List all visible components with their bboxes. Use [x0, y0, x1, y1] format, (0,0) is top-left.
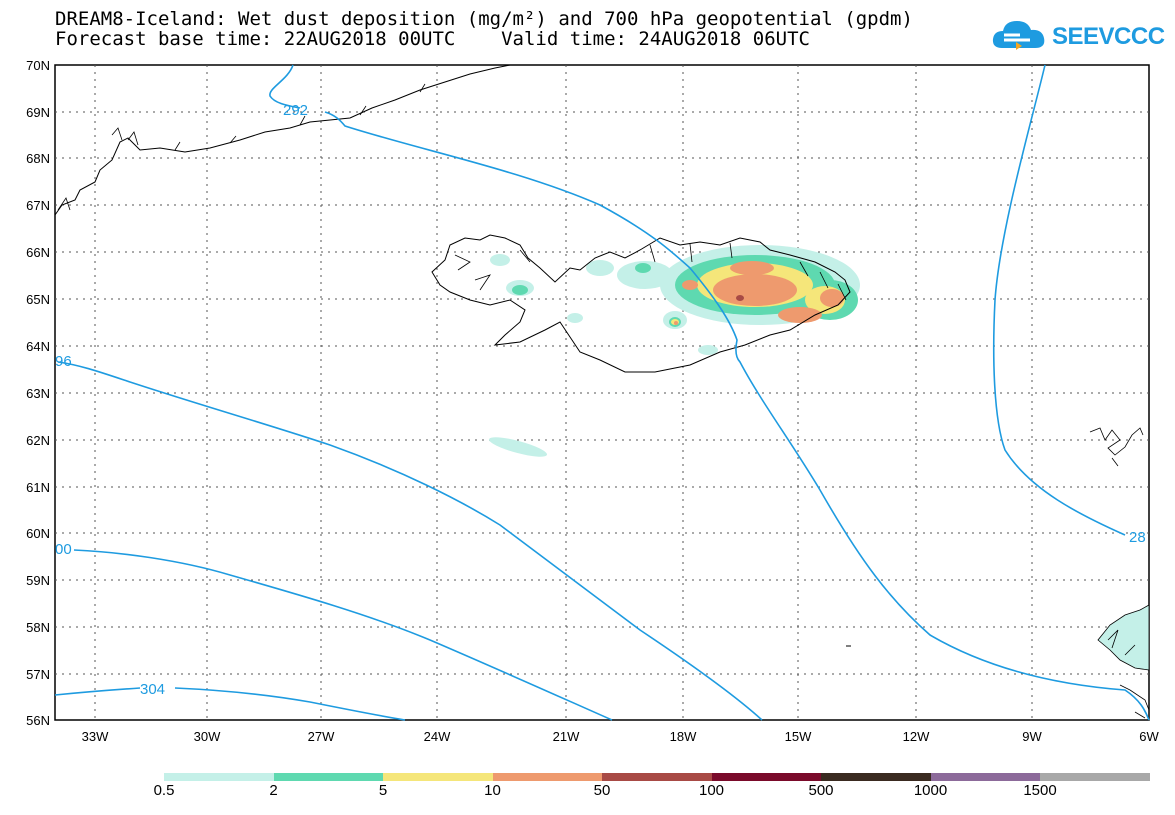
- cloud-icon: [992, 21, 1045, 50]
- colorbar-label: 100: [698, 782, 725, 799]
- lat-label: 63N: [26, 386, 50, 401]
- scotland-detail: [1107, 629, 1150, 719]
- lat-label: 61N: [26, 480, 50, 495]
- map-subtitle: Forecast base time: 22AUG2018 00UTC Vali…: [55, 28, 810, 50]
- contour-label-296: 96: [55, 353, 72, 370]
- colorbar-swatch: [164, 773, 274, 781]
- geopotential-contours: [54, 64, 1150, 721]
- contour-label-300: 00: [55, 541, 72, 558]
- lon-label: 9W: [1022, 729, 1042, 744]
- colorbar-swatch: [492, 773, 602, 781]
- lon-label: 18W: [670, 729, 697, 744]
- latitude-axis: 70N 69N 68N 67N 66N 65N 64N 63N 62N 61N …: [26, 58, 50, 728]
- iceland-fjords: [454, 242, 847, 301]
- scotland-coastline: [1097, 604, 1150, 671]
- lat-label: 65N: [26, 292, 50, 307]
- colorbar-swatch: [821, 773, 931, 781]
- colorbar-label: 2: [269, 782, 278, 799]
- lat-label: 69N: [26, 105, 50, 120]
- lat-label: 60N: [26, 526, 50, 541]
- logo-text: SEEVCCC: [1052, 23, 1165, 50]
- lat-label: 68N: [26, 151, 50, 166]
- lon-label: 21W: [553, 729, 580, 744]
- lat-label: 66N: [26, 245, 50, 260]
- contour-label-292: 292: [283, 102, 308, 119]
- lat-label: 58N: [26, 620, 50, 635]
- colorbar-label: 500: [808, 782, 834, 799]
- colorbar-swatch: [383, 773, 493, 781]
- lat-label: 67N: [26, 198, 50, 213]
- colorbar-label: 1500: [1023, 782, 1057, 799]
- grid-lines: [55, 65, 1149, 720]
- colorbar-swatch: [602, 773, 712, 781]
- lat-label: 56N: [26, 713, 50, 728]
- greenland-coastline: [54, 64, 511, 216]
- colorbar-label: 10: [484, 782, 501, 799]
- iceland-coastline: [431, 234, 851, 373]
- contour-label-304: 304: [140, 681, 165, 698]
- longitude-axis: 33W 30W 27W 24W 21W 18W 15W 12W 9W 6W: [82, 729, 1160, 744]
- colorbar-label: 0.5: [153, 782, 175, 799]
- dust-deposition-shading: [488, 245, 860, 457]
- lon-label: 33W: [82, 729, 109, 744]
- lat-label: 57N: [26, 667, 50, 682]
- lon-label: 27W: [308, 729, 335, 744]
- colorbar-label: 5: [378, 782, 388, 799]
- greenland-inlets: [57, 83, 426, 211]
- colorbar-label: 50: [593, 782, 611, 799]
- colorbar-swatch: [711, 773, 821, 781]
- lon-label: 6W: [1139, 729, 1159, 744]
- colorbar-swatch: [273, 773, 383, 781]
- map-title: DREAM8-Iceland: Wet dust deposition (mg/…: [55, 8, 913, 30]
- lon-label: 24W: [424, 729, 451, 744]
- colorbar-label: 1000: [913, 782, 948, 799]
- lat-label: 64N: [26, 339, 50, 354]
- colorbar-swatch: [1040, 773, 1150, 781]
- lon-label: 30W: [194, 729, 221, 744]
- lon-label: 15W: [785, 729, 812, 744]
- contour-label-288: 28: [1129, 529, 1146, 546]
- lon-label: 12W: [903, 729, 930, 744]
- colorbar-swatch: [930, 773, 1040, 781]
- lat-label: 70N: [26, 58, 50, 73]
- lat-label: 62N: [26, 433, 50, 448]
- seevccc-logo: SEEVCCC: [990, 16, 1165, 60]
- lat-label: 59N: [26, 573, 50, 588]
- faroe-islands: [1089, 427, 1144, 467]
